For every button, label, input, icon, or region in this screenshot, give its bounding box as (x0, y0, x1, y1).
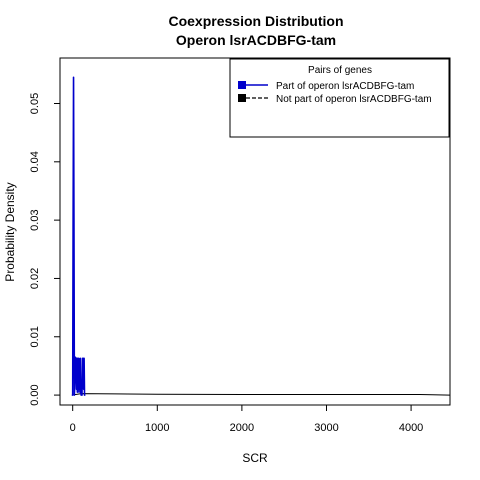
legend-swatch-part-of-operon (238, 81, 246, 89)
x-tick-label-1000: 1000 (145, 422, 169, 434)
y-tick-label-0.02: 0.02 (29, 268, 41, 289)
y-axis: 0.00 0.01 0.02 0.03 0.04 0.05 (29, 93, 60, 406)
x-tick-label-3000: 3000 (314, 422, 338, 434)
x-tick-label-0: 0 (70, 422, 76, 434)
y-tick-label-0.00: 0.00 (29, 384, 41, 405)
y-tick-label-0.05: 0.05 (29, 93, 41, 114)
plot-frame (59, 57, 451, 406)
chart-title-line2: Operon lsrACDBFG-tam (176, 32, 336, 48)
chart-title-line1: Coexpression Distribution (168, 13, 343, 29)
legend-label-part-of-operon: Part of operon lsrACDBFG-tam (276, 81, 414, 92)
series-line-part-of-operon-lsracdbfg-tam (71, 76, 86, 396)
series-line-not-part-of-operon-lsracdbfg-tam (71, 393, 451, 396)
series-layer (71, 76, 451, 396)
x-axis: 0 1000 2000 3000 4000 (70, 405, 423, 434)
y-tick-label-0.01: 0.01 (29, 326, 41, 347)
y-tick-label-0.04: 0.04 (29, 151, 41, 172)
legend-title: Pairs of genes (308, 65, 372, 76)
legend: Pairs of genes Part of operon lsrACDBFG-… (229, 58, 450, 138)
x-tick-label-2000: 2000 (230, 422, 254, 434)
y-axis-label: Probability Density (3, 182, 17, 281)
legend-swatch-not-part-of-operon (238, 94, 246, 102)
x-tick-label-4000: 4000 (399, 422, 423, 434)
legend-label-not-part-of-operon: Not part of operon lsrACDBFG-tam (276, 94, 432, 105)
x-axis-label: SCR (242, 451, 268, 465)
y-tick-label-0.03: 0.03 (29, 209, 41, 230)
